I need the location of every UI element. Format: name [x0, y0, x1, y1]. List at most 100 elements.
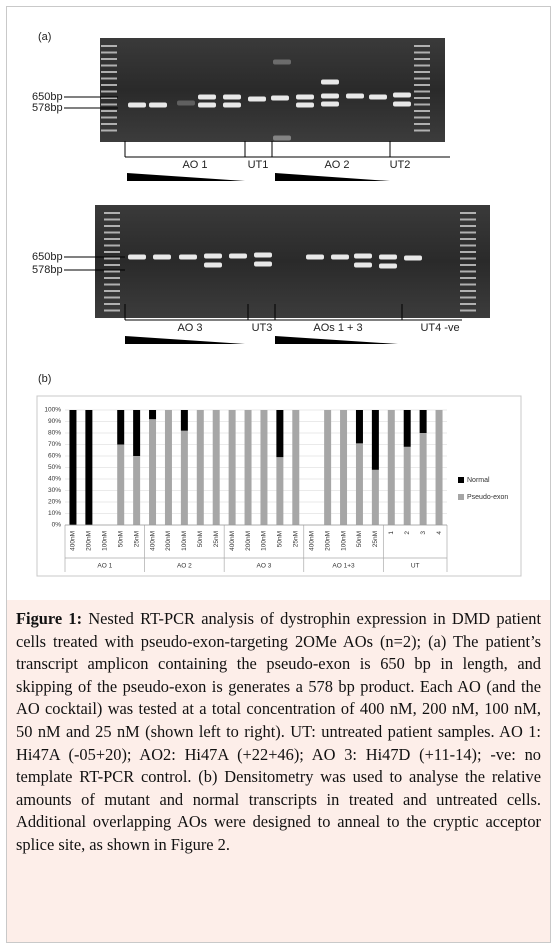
bar-segment: [324, 410, 332, 525]
legend-swatch: [458, 477, 464, 483]
ladder-band: [460, 283, 476, 286]
ladder-band: [104, 231, 120, 234]
gel-band: [248, 96, 266, 102]
ladder-band: [101, 97, 117, 99]
x-tick-label: 200nM: [245, 531, 252, 551]
gel-band: [153, 254, 171, 260]
gel-band: [179, 254, 197, 260]
bar-segment: [244, 410, 252, 525]
gel-band: [331, 254, 349, 260]
legend-label: Normal: [467, 477, 490, 484]
size-label: 578bp: [32, 264, 63, 276]
bar-segment: [117, 444, 125, 525]
gel-band: [198, 102, 216, 108]
ladder-band: [104, 244, 120, 247]
x-tick-label: 25nM: [213, 531, 220, 547]
ladder-band: [414, 77, 430, 80]
ladder-band: [104, 238, 120, 240]
gel-band: [379, 254, 397, 260]
ladder-band: [104, 257, 120, 260]
bar-segment: [371, 410, 379, 470]
ladder-band: [104, 309, 120, 312]
ladder-band: [104, 225, 120, 227]
bar-segment: [387, 410, 395, 525]
gel-band: [128, 254, 146, 260]
ladder-band: [460, 270, 476, 273]
ladder-band: [460, 277, 476, 279]
concentration-wedge: [125, 336, 245, 344]
gel-band: [404, 255, 422, 261]
x-tick-label: 100nM: [261, 531, 268, 551]
gel-band: [346, 93, 364, 99]
ladder-band: [460, 231, 476, 234]
lane-label: AO 2: [324, 159, 349, 171]
ladder-band: [104, 303, 120, 305]
size-label: 578bp: [32, 102, 63, 114]
ladder-band: [101, 103, 117, 106]
ladder-band: [414, 64, 430, 67]
gel-band: [198, 94, 216, 100]
gel-band: [149, 102, 167, 108]
x-tick-label: 200nM: [324, 531, 331, 551]
bar-segment: [196, 410, 204, 525]
y-tick-label: 30%: [48, 487, 61, 494]
gel-band: [177, 100, 195, 106]
caption-label: Figure 1:: [16, 609, 83, 628]
y-tick-label: 10%: [48, 510, 61, 517]
ladder-band: [460, 303, 476, 305]
gel-band: [223, 94, 241, 100]
concentration-wedge: [275, 336, 398, 344]
size-label: 650bp: [32, 251, 63, 263]
ladder-band: [104, 270, 120, 273]
group-label: AO 1: [97, 563, 112, 570]
gel-band: [223, 102, 241, 108]
ladder-band: [101, 129, 117, 132]
gel-band: [296, 102, 314, 108]
ladder-band: [414, 110, 430, 112]
ladder-band: [101, 84, 117, 86]
bar-segment: [403, 446, 411, 525]
ladder-band: [414, 103, 430, 106]
gel-band: [321, 79, 339, 85]
bar-segment: [419, 410, 427, 433]
x-tick-label: 200nM: [165, 531, 172, 551]
x-tick-label: 50nM: [356, 531, 363, 547]
ladder-band: [101, 90, 117, 93]
ladder-band: [460, 257, 476, 260]
bar-segment: [355, 443, 363, 525]
x-tick-label: 25nM: [293, 531, 300, 547]
bar-segment: [228, 410, 236, 525]
ladder-band: [414, 51, 430, 54]
ladder-band: [101, 58, 117, 60]
ladder-band: [414, 97, 430, 99]
legend-swatch: [458, 494, 464, 500]
bar-segment: [164, 410, 172, 525]
bar-segment: [292, 410, 300, 525]
ladder-band: [460, 290, 476, 292]
x-tick-label: 50nM: [197, 531, 204, 547]
x-tick-label: 50nM: [117, 531, 124, 547]
ladder-band: [414, 129, 430, 132]
gel-band: [321, 101, 339, 107]
gel-band: [393, 92, 411, 98]
bar-segment: [212, 410, 220, 525]
ladder-band: [101, 51, 117, 54]
bar-segment: [133, 456, 141, 525]
y-tick-label: 20%: [48, 499, 61, 506]
ladder-band: [101, 45, 117, 47]
ladder-band: [101, 123, 117, 125]
x-tick-label: 100nM: [102, 531, 109, 551]
lane-label: AO 1: [182, 159, 207, 171]
bar-segment: [85, 410, 93, 525]
lane-label: UT2: [390, 159, 411, 171]
ladder-band: [104, 296, 120, 299]
lane-label: UT4 -ve: [420, 322, 459, 334]
gel-band: [204, 253, 222, 259]
gel-band: [369, 94, 387, 100]
ladder-band: [101, 116, 117, 119]
gel-band: [204, 262, 222, 268]
bar-segment: [117, 410, 125, 445]
ladder-band: [104, 277, 120, 279]
x-tick-label: 25nM: [372, 531, 379, 547]
